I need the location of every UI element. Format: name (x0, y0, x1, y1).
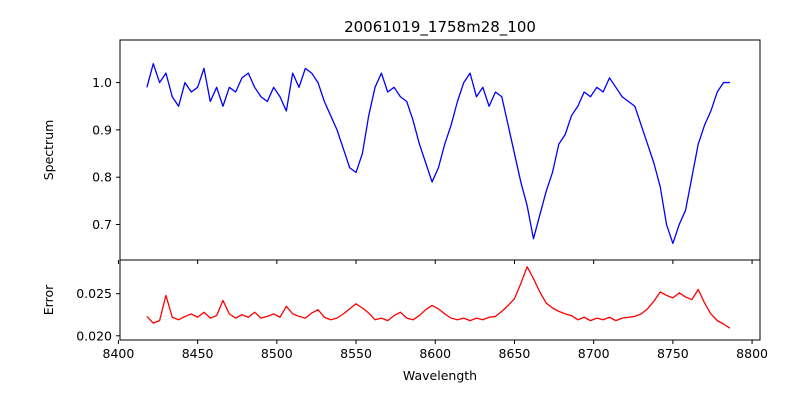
error-x-tick-label: 8650 (499, 346, 531, 361)
spectrum-y-tick-label: 0.9 (92, 122, 112, 137)
error-x-tick-label: 8750 (657, 346, 689, 361)
error-x-axis: 8400 8450 8500 8550 8600 8650 8700 8750 8800 (103, 340, 768, 361)
spectrum-panel: 0.7 0.8 0.9 1.0 Spectrum (41, 39, 761, 264)
spectrum-y-tick-label: 0.7 (92, 217, 112, 232)
error-x-tick-label: 8700 (578, 346, 610, 361)
error-x-tick-label: 8500 (261, 346, 293, 361)
figure-title: 20061019_1758m28_100 (344, 18, 536, 37)
spectrum-x-axis (117, 260, 753, 264)
error-x-tick-label: 8400 (103, 346, 135, 361)
spectrum-y-axis-label: Spectrum (41, 120, 56, 181)
spectrum-y-axis: 0.7 0.8 0.9 1.0 (92, 75, 120, 232)
error-axes-frame (119, 259, 761, 341)
error-x-tick-label: 8450 (182, 346, 214, 361)
error-y-tick-label: 0.025 (76, 286, 112, 301)
spectrum-series-line (146, 63, 730, 245)
spectrum-y-tick-label: 0.8 (92, 170, 112, 185)
error-y-axis: 0.020 0.025 (76, 286, 120, 343)
error-x-tick-label: 8600 (419, 346, 451, 361)
error-y-tick-label: 0.020 (76, 328, 112, 343)
spectrum-axes-frame (119, 39, 761, 261)
error-series-line (146, 266, 731, 329)
error-y-axis-label: Error (41, 284, 56, 315)
spectrum-y-tick-label: 1.0 (92, 75, 112, 90)
x-axis-label: Wavelength (403, 368, 477, 383)
error-x-tick-label: 8550 (340, 346, 372, 361)
error-x-tick-label: 8800 (736, 346, 768, 361)
